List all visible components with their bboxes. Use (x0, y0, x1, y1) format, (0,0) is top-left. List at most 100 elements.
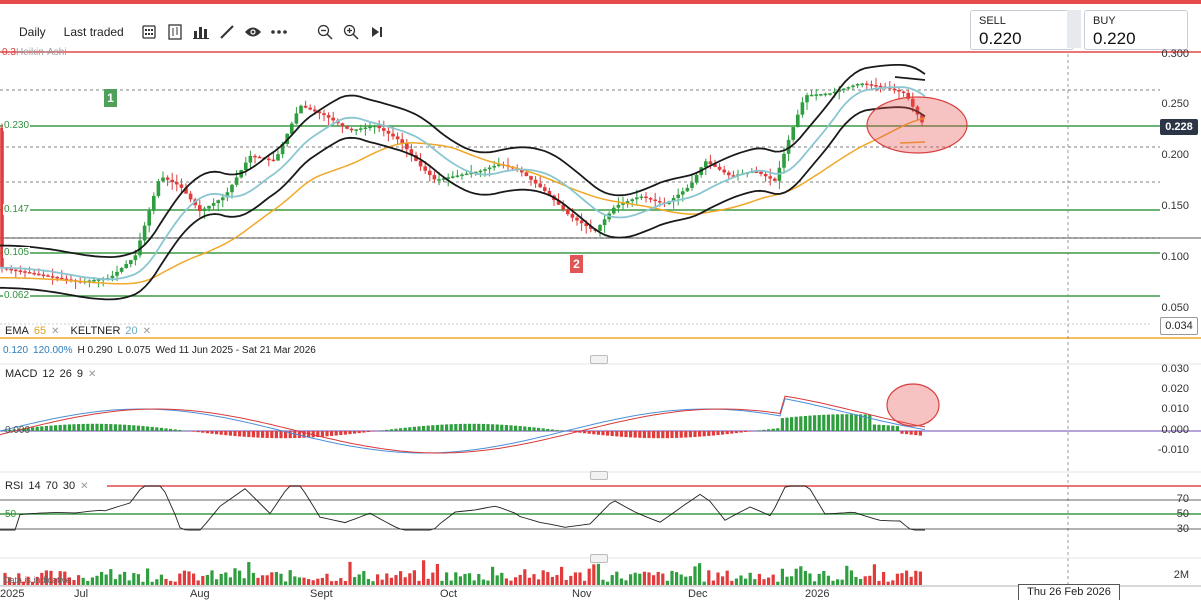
candle-body (331, 118, 335, 121)
macd-histogram-bar (772, 429, 775, 431)
more-dots-icon[interactable] (266, 19, 292, 45)
highlight-circle-price (867, 97, 967, 153)
volume-bar (335, 581, 338, 585)
candle-body (847, 87, 851, 89)
macd-param-3: 9 (77, 368, 83, 380)
candle-body (115, 272, 119, 276)
macd-histogram-bar (721, 431, 724, 435)
time-axis-label-1: Jul (74, 588, 88, 600)
volume-bar (160, 575, 163, 585)
volume-bar (601, 580, 604, 585)
candle-body (19, 270, 23, 272)
volume-bar (256, 578, 259, 585)
chart-toolbar: Daily Last traded (19, 18, 390, 46)
candle-body (612, 208, 616, 214)
volume-bar (394, 575, 397, 585)
data-indicative-note: Data is indicative (3, 575, 71, 585)
volume-bar (91, 577, 94, 585)
candle-body (419, 161, 423, 167)
interval-selector[interactable]: Daily (19, 25, 46, 39)
time-axis-label-0: 2025 (0, 588, 24, 600)
macd-histogram-bar (45, 426, 48, 431)
macd-histogram-bar (100, 424, 103, 431)
volume-bar (914, 571, 917, 585)
remove-rsi-close-icon[interactable]: ✕ (80, 481, 88, 492)
macd-histogram-bar (422, 426, 425, 431)
candle-body (782, 154, 786, 168)
draw-line-icon[interactable] (214, 19, 240, 45)
volume-bar (454, 572, 457, 585)
volume-bar (772, 575, 775, 585)
candle-body (644, 197, 648, 199)
candle-body (157, 181, 161, 196)
cursor-date-tag: Thu 26 Feb 2026 (1018, 584, 1120, 600)
macd-histogram-bar (275, 431, 278, 438)
candle-body (207, 206, 211, 209)
volume-bar (703, 582, 706, 585)
volume-bar (367, 579, 370, 585)
marker-badge-1[interactable]: 1 (104, 89, 117, 107)
jump-to-latest-icon[interactable] (364, 19, 390, 45)
volume-bar (440, 581, 443, 585)
macd-histogram-bar (514, 426, 517, 431)
candle-body (304, 106, 308, 108)
macd-histogram-bar (735, 431, 738, 433)
chart-canvas[interactable] (0, 44, 1201, 599)
rsi-axis-tick-1: 50 (1177, 508, 1189, 520)
time-axis-label-2: Aug (190, 588, 210, 600)
volume-bar (82, 578, 85, 585)
macd-histogram-bar (532, 427, 535, 431)
macd-histogram-bar (220, 431, 223, 435)
pane-resize-handle-1[interactable] (590, 355, 608, 364)
volume-bar (670, 571, 673, 585)
volume-bar (486, 581, 489, 585)
calendar-grid-icon[interactable] (136, 19, 162, 45)
volume-bar (781, 569, 784, 585)
macd-histogram-bar (716, 431, 719, 435)
pane-resize-handle-2[interactable] (590, 471, 608, 480)
macd-histogram-bar (210, 431, 213, 434)
macd-histogram-bar (238, 431, 241, 436)
macd-histogram-bar (744, 431, 747, 432)
volume-bar (123, 572, 126, 585)
zoom-out-icon[interactable] (312, 19, 338, 45)
rsi-label: RSI (5, 480, 23, 492)
candle-body (842, 89, 846, 91)
candle-type-icon[interactable] (162, 19, 188, 45)
candle-body (525, 172, 529, 176)
volume-bar (859, 579, 862, 585)
marker-badge-2[interactable]: 2 (570, 255, 583, 273)
volume-bar (675, 572, 678, 585)
remove-ema-close-icon[interactable]: ✕ (51, 326, 59, 337)
volume-bar (427, 579, 430, 585)
macd-histogram-bar (31, 427, 34, 431)
macd-histogram-bar (164, 428, 167, 431)
macd-histogram-bar (767, 429, 770, 431)
remove-macd-close-icon[interactable]: ✕ (88, 369, 96, 380)
volume-bar (118, 574, 121, 585)
eye-icon[interactable] (240, 19, 266, 45)
pane-resize-handle-3[interactable] (590, 554, 608, 563)
price-axis-tick-1: 0.250 (1161, 98, 1189, 110)
macd-histogram-bar (445, 424, 448, 431)
macd-histogram-bar (169, 429, 172, 431)
macd-histogram-bar (698, 431, 701, 437)
bar-indicators-icon[interactable] (188, 19, 214, 45)
macd-histogram-bar (505, 425, 508, 431)
macd-histogram-bar (146, 426, 149, 431)
volume-bar (565, 580, 568, 585)
macd-histogram-bar (643, 431, 646, 438)
remove-keltner-close-icon[interactable]: ✕ (143, 326, 151, 337)
candle-body (428, 171, 432, 175)
volume-bar (592, 564, 595, 585)
candle-body (244, 163, 248, 170)
macd-histogram-bar (647, 431, 650, 438)
price-type-selector[interactable]: Last traded (64, 25, 124, 39)
candle-body (189, 194, 193, 200)
volume-bar (730, 581, 733, 585)
candle-body (893, 89, 897, 91)
macd-histogram-bar (362, 431, 365, 433)
zoom-in-icon[interactable] (338, 19, 364, 45)
candle-body (230, 185, 234, 192)
macd-histogram-bar (174, 429, 177, 431)
